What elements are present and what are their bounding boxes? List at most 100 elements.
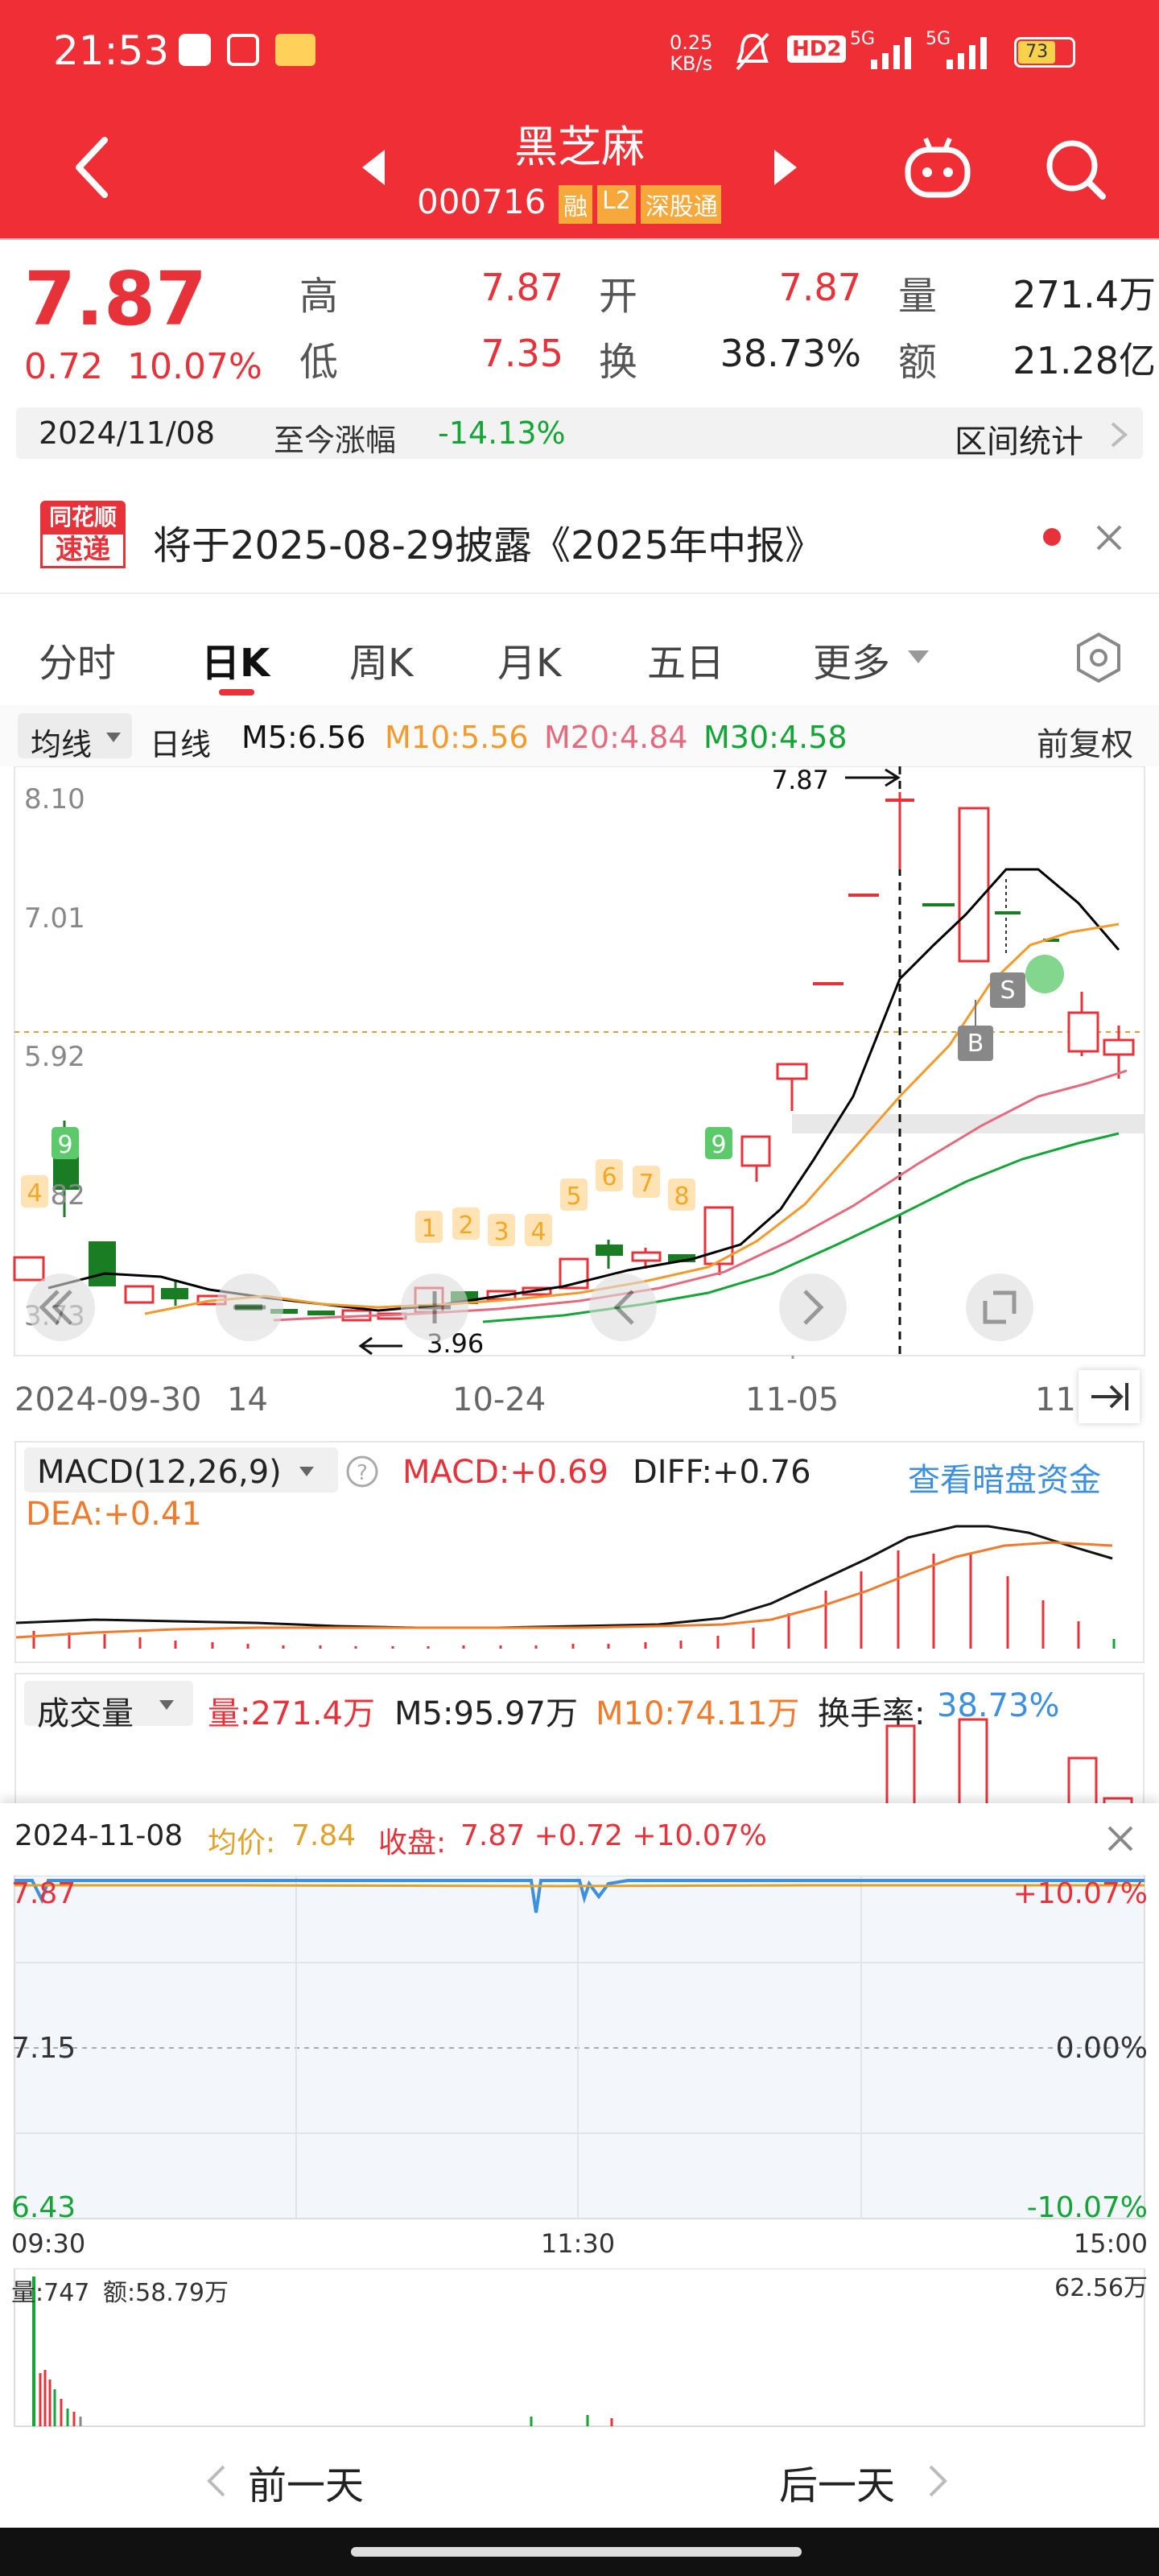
range-stats-button[interactable]: 区间统计: [955, 423, 1083, 460]
close-icon[interactable]: [1093, 522, 1125, 554]
intraday-volume-chart: 量:747 额:58.79万 62.56万: [11, 2268, 1148, 2427]
tab-five-day[interactable]: 五日: [647, 641, 725, 686]
help-icon[interactable]: ?: [344, 1454, 380, 1489]
candle: [1067, 1011, 1099, 1053]
tab-timeshare[interactable]: 分时: [39, 641, 117, 686]
candle: [161, 1288, 188, 1299]
ma5-value: M5:6.56: [241, 720, 366, 755]
open-value: 7.87: [778, 266, 861, 309]
day-navigation: 前一天 后一天: [0, 2431, 1159, 2528]
svg-text:6: 6: [601, 1163, 617, 1191]
tag-margin: 融: [559, 185, 592, 224]
robot-assistant-icon[interactable]: [903, 135, 972, 200]
tab-monthly-k[interactable]: 月K: [497, 641, 562, 686]
intraday-volume-label: 量:747: [11, 2279, 89, 2307]
time-tick: 09:30: [11, 2228, 85, 2259]
next-day-button[interactable]: 后一天: [779, 2463, 896, 2508]
close-icon[interactable]: [1104, 1823, 1136, 1855]
x-date-label: 2024-09-30: [14, 1381, 202, 1418]
macd-selector[interactable]: MACD(12,26,9): [24, 1447, 338, 1492]
battery-icon: 73: [1014, 37, 1075, 68]
ma30-value: M30:4.58: [703, 720, 848, 755]
tab-more[interactable]: 更多: [813, 641, 891, 686]
dea-value: DEA:+0.41: [26, 1496, 202, 1533]
candle: [776, 1063, 808, 1080]
svg-text:3: 3: [493, 1218, 509, 1246]
tab-weekly-k[interactable]: 周K: [349, 641, 414, 686]
diff-value: DIFF:+0.76: [633, 1454, 811, 1491]
home-indicator[interactable]: [351, 2547, 802, 2557]
last-price: 7.87: [24, 256, 207, 342]
dropdown-icon: [159, 1700, 174, 1710]
time-tick: 15:00: [1074, 2228, 1148, 2259]
mute-bell-icon: [736, 32, 769, 71]
tab-daily-k[interactable]: 日K: [201, 641, 270, 686]
jump-right-icon: [1091, 1383, 1128, 1410]
low-label: 低: [299, 340, 339, 385]
back-icon[interactable]: [68, 135, 116, 200]
y-tick: 6.43: [11, 2191, 76, 2224]
notice-banner[interactable]: 同花顺 速递 将于2025-08-29披露《2025年中报》: [0, 481, 1159, 594]
adjust-button[interactable]: 前复权: [1037, 726, 1133, 763]
stock-tags: 融 L2 深股通: [559, 185, 721, 224]
y-pct-tick: -10.07%: [1027, 2191, 1148, 2224]
prev-day-button[interactable]: 前一天: [248, 2463, 365, 2508]
svg-text:9: 9: [57, 1131, 72, 1159]
dropdown-icon: [106, 733, 121, 742]
search-icon[interactable]: [1043, 137, 1107, 201]
tag-l2: L2: [597, 185, 636, 224]
candle: [631, 1251, 662, 1262]
svg-text:2: 2: [458, 1212, 473, 1240]
x-date-label: 11-05: [745, 1381, 839, 1418]
macd-panel: MACD(12,26,9) ? MACD:+0.69 DIFF:+0.76 查看…: [0, 1438, 1159, 1668]
tag-connect: 深股通: [640, 185, 721, 224]
jump-latest-button[interactable]: [1079, 1370, 1140, 1423]
svg-text:4: 4: [530, 1218, 546, 1246]
intraday-popup: 2024-11-08 均价: 7.84 收盘: 7.87 +0.72 +10.0…: [0, 1803, 1159, 2431]
settings-icon[interactable]: [1070, 630, 1127, 686]
candle: [13, 1256, 45, 1282]
prev-stock-icon[interactable]: [359, 147, 388, 188]
candle: [1103, 1038, 1135, 1056]
y-pct-tick: 0.00%: [1056, 2032, 1148, 2065]
svg-text:9: 9: [711, 1131, 726, 1159]
unread-dot: [1043, 528, 1061, 546]
stock-name: 黑芝麻: [514, 122, 645, 172]
low-value: 7.35: [481, 332, 563, 375]
system-nav-bar: [0, 2528, 1159, 2576]
chevron-right-icon: [929, 2465, 947, 2497]
signal-label-1: 5G: [850, 29, 876, 49]
y-tick: 7.15: [11, 2032, 76, 2065]
avg-label: 均价:: [208, 1827, 276, 1860]
max-annotation: 7.87: [772, 766, 901, 795]
svg-text:4: 4: [27, 1179, 42, 1208]
candle: [668, 1254, 695, 1262]
volume-selector[interactable]: 成交量: [24, 1681, 193, 1732]
open-label: 开: [599, 274, 638, 319]
hd-badge: HD2: [787, 35, 847, 63]
volume-m10: M10:74.11万: [596, 1695, 800, 1732]
volume-bars: [885, 1718, 1133, 1806]
dark-pool-link[interactable]: 查看暗盘资金: [908, 1462, 1101, 1499]
candle: [270, 1309, 298, 1314]
chart-frame: [14, 766, 1145, 1356]
svg-text:5: 5: [566, 1183, 581, 1211]
x-date-label: 11: [1035, 1381, 1076, 1418]
kline-chart[interactable]: 7.87 3.96 8.10 7.01 5.92 4.82 3.73 4 9 1…: [0, 766, 1159, 1359]
range-bar[interactable]: 2024/11/08 至今涨幅 -14.13% 区间统计: [16, 407, 1143, 460]
y-tick: 7.87: [11, 1877, 76, 1910]
price-change: 0.72: [24, 346, 103, 387]
intraday-chart: 7.87 7.15 6.43 +10.07% 0.00% -10.07% 09:…: [11, 1876, 1148, 2259]
ma-selector[interactable]: 均线: [18, 713, 132, 762]
intraday-volume-max: 62.56万: [1054, 2274, 1148, 2302]
volume-m5: M5:95.97万: [394, 1695, 578, 1732]
high-label: 高: [299, 274, 339, 319]
high-value: 7.87: [481, 266, 563, 309]
intraday-amount-label: 额:58.79万: [103, 2279, 229, 2307]
range-date: 2024/11/08: [39, 415, 216, 451]
ma-period: 日线: [150, 727, 212, 762]
next-stock-icon[interactable]: [771, 147, 800, 188]
notice-text: 将于2025-08-29披露《2025年中报》: [153, 523, 824, 568]
buy-marker: B: [958, 1000, 993, 1061]
chevron-right-icon: [1111, 422, 1128, 448]
